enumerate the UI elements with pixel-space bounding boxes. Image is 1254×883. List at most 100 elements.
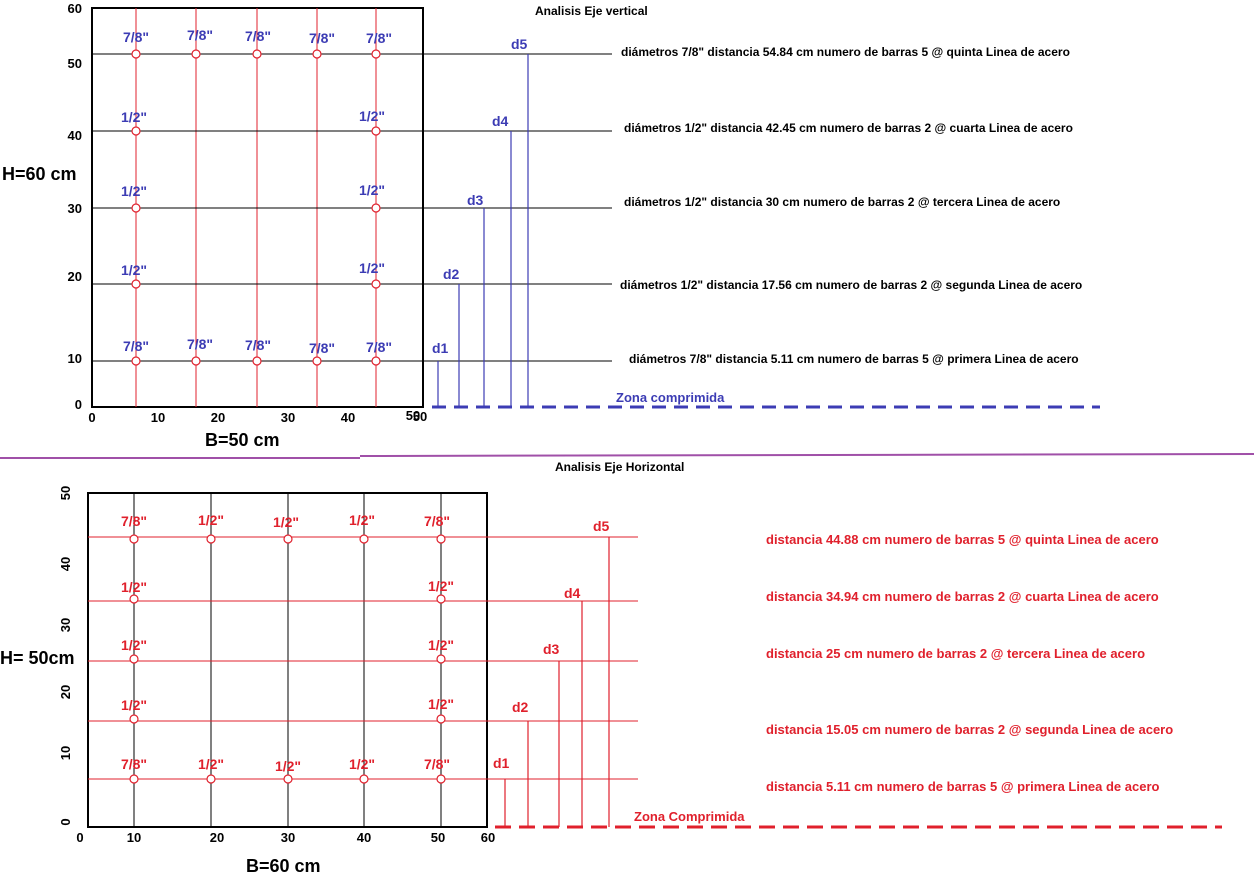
bar-label: 1/2" bbox=[198, 512, 224, 528]
bar-label: 1/2" bbox=[428, 637, 454, 653]
bar-label: 7/8" bbox=[123, 338, 149, 354]
distance-label-d4: d4 bbox=[564, 585, 581, 601]
rebar-circle bbox=[312, 49, 322, 59]
rebar-circle bbox=[131, 203, 141, 213]
top-y-tick: 30 bbox=[68, 201, 82, 216]
bar-label: 7/8" bbox=[366, 339, 392, 355]
rebar-circle bbox=[131, 279, 141, 289]
rebar-circle bbox=[191, 356, 201, 366]
bar-label: 7/8" bbox=[424, 756, 450, 772]
bottom-x-tick: 20 bbox=[210, 830, 224, 845]
distance-label-d2: d2 bbox=[512, 699, 529, 715]
bar-label: 7/8" bbox=[424, 513, 450, 529]
steel-line-description: distancia 15.05 cm numero de barras 2 @ … bbox=[766, 722, 1173, 737]
steel-line-description: diámetros 1/2" distancia 17.56 cm numero… bbox=[620, 278, 1082, 292]
bar-label: 7/8" bbox=[309, 30, 335, 46]
rebar-circle bbox=[283, 534, 293, 544]
distance-label-d1: d1 bbox=[432, 340, 449, 356]
distance-label-d3: d3 bbox=[467, 192, 484, 208]
top-y-tick: 40 bbox=[68, 128, 82, 143]
bottom-x-tick: 60 bbox=[481, 830, 495, 845]
distance-label-d5: d5 bbox=[593, 518, 610, 534]
top-y-tick: 10 bbox=[68, 351, 82, 366]
steel-line-description: diámetros 1/2" distancia 30 cm numero de… bbox=[624, 195, 1060, 209]
bottom-y-tick: 20 bbox=[58, 685, 73, 699]
rebar-circle bbox=[191, 49, 201, 59]
bottom-y-tick: 30 bbox=[58, 618, 73, 632]
rebar-circle bbox=[283, 774, 293, 784]
bar-label: 1/2" bbox=[428, 696, 454, 712]
distance-label-d2: d2 bbox=[443, 266, 460, 282]
top-distance-lines bbox=[437, 54, 529, 407]
bar-label: 1/2" bbox=[359, 182, 385, 198]
top-title: Analisis Eje vertical bbox=[535, 4, 648, 18]
rebar-circle bbox=[371, 203, 381, 213]
top-b-label: B=50 cm bbox=[205, 430, 280, 450]
rebar-circle bbox=[129, 714, 139, 724]
bottom-distance-lines bbox=[504, 537, 610, 827]
rebar-circle bbox=[436, 714, 446, 724]
bottom-b-label: B=60 cm bbox=[246, 856, 321, 876]
bottom-x-tick: 0 bbox=[76, 830, 83, 845]
steel-line-description: distancia 5.11 cm numero de barras 5 @ p… bbox=[766, 779, 1160, 794]
top-x-tick: 0 bbox=[88, 410, 95, 425]
bar-label: 1/2" bbox=[198, 756, 224, 772]
steel-line-description: diámetros 1/2" distancia 42.45 cm numero… bbox=[624, 121, 1073, 135]
rebar-circle bbox=[371, 356, 381, 366]
bar-label: 7/8" bbox=[121, 513, 147, 529]
top-h-label: H=60 cm bbox=[2, 164, 77, 184]
rebar-circle bbox=[436, 594, 446, 604]
rebar-circle bbox=[252, 49, 262, 59]
rebar-circle bbox=[436, 534, 446, 544]
bar-label: 1/2" bbox=[121, 637, 147, 653]
top-section: Analisis Eje vertical 0 10 20 30 40 50 bbox=[2, 1, 1100, 450]
top-y-tick: 60 bbox=[68, 1, 82, 16]
rebar-circle bbox=[436, 774, 446, 784]
bar-label: 1/2" bbox=[121, 697, 147, 713]
top-x-tick: 40 bbox=[341, 410, 355, 425]
bottom-x-tick: 40 bbox=[357, 830, 371, 845]
rebar-circle bbox=[359, 774, 369, 784]
rebar-circle bbox=[436, 654, 446, 664]
bar-label: 1/2" bbox=[359, 108, 385, 124]
bottom-y-tick: 40 bbox=[58, 557, 73, 571]
top-x-tick: 50 bbox=[413, 409, 427, 424]
rebar-circle bbox=[129, 534, 139, 544]
bottom-y-tick: 50 bbox=[58, 486, 73, 500]
section-divider bbox=[0, 453, 1254, 459]
bottom-zone-label: Zona Comprimida bbox=[634, 809, 745, 824]
rebar-circle bbox=[371, 126, 381, 136]
top-y-tick: 0 bbox=[75, 397, 82, 412]
steel-line-description: distancia 25 cm numero de barras 2 @ ter… bbox=[766, 646, 1145, 661]
top-x-tick: 30 bbox=[281, 410, 295, 425]
bottom-section: Analisis Eje Horizontal 0 10 20 30 40 50 bbox=[0, 460, 1222, 876]
bottom-title: Analisis Eje Horizontal bbox=[555, 460, 684, 474]
rebar-circle bbox=[206, 534, 216, 544]
bar-label: 7/8" bbox=[123, 29, 149, 45]
bottom-y-tick: 10 bbox=[58, 746, 73, 760]
rebar-circle bbox=[131, 49, 141, 59]
bar-label: 7/8" bbox=[245, 337, 271, 353]
bar-label: 7/8" bbox=[366, 30, 392, 46]
top-x-tick: 10 bbox=[151, 410, 165, 425]
bar-label: 7/8" bbox=[187, 336, 213, 352]
distance-label-d1: d1 bbox=[493, 755, 510, 771]
bar-label: 1/2" bbox=[121, 109, 147, 125]
bottom-y-tick: 0 bbox=[58, 818, 73, 825]
rebar-circle bbox=[371, 49, 381, 59]
bar-label: 7/8" bbox=[187, 27, 213, 43]
bar-label: 1/2" bbox=[121, 262, 147, 278]
bar-label: 1/2" bbox=[121, 183, 147, 199]
top-y-tick: 50 bbox=[68, 56, 82, 71]
top-y-tick: 20 bbox=[68, 269, 82, 284]
rebar-circle bbox=[206, 774, 216, 784]
rebar-circle bbox=[371, 279, 381, 289]
bar-label: 7/8" bbox=[309, 340, 335, 356]
steel-line-description: diámetros 7/8" distancia 5.11 cm numero … bbox=[629, 352, 1079, 366]
bottom-x-tick: 50 bbox=[431, 830, 445, 845]
rebar-circle bbox=[131, 356, 141, 366]
bar-label: 1/2" bbox=[428, 578, 454, 594]
rebar-circle bbox=[129, 654, 139, 664]
steel-line-description: diámetros 7/8" distancia 54.84 cm numero… bbox=[621, 45, 1070, 59]
